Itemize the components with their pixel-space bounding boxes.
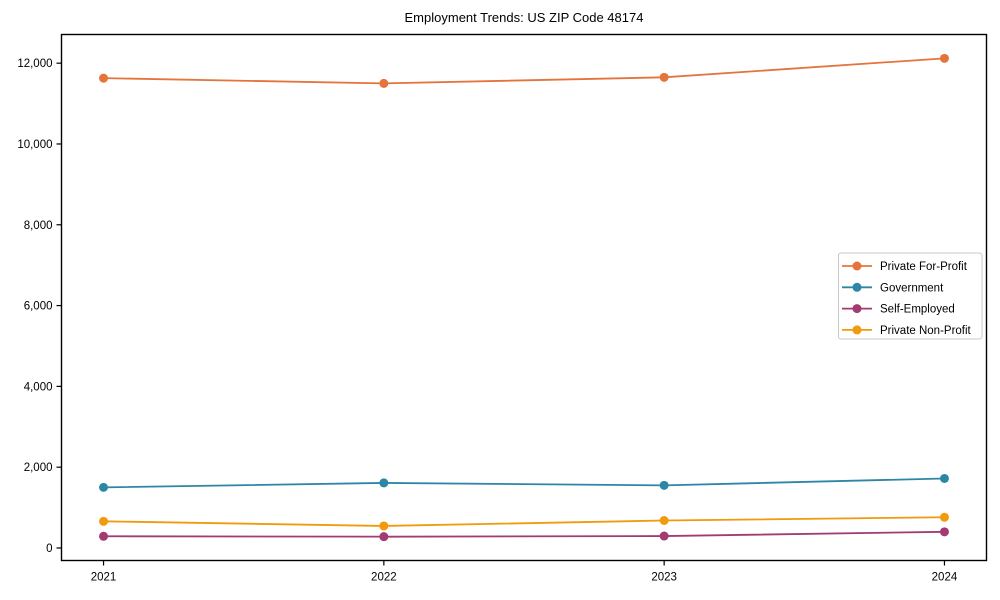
- legend-marker-self-employed: [852, 304, 862, 314]
- data-point-private-non-profit-2023: [659, 516, 669, 526]
- series-line-government: [103, 477, 945, 489]
- legend-marker-private-non-profit: [852, 325, 862, 335]
- data-point-private-non-profit-2021: [99, 516, 109, 526]
- series-line-self-employed: [103, 530, 945, 538]
- x-tick-label: 2022: [371, 572, 397, 584]
- legend-label-private-non-profit: Private Non-Profit: [880, 325, 972, 337]
- data-point-government-2022: [379, 478, 389, 488]
- plot-frame: [60, 33, 988, 562]
- y-tick-label: 8,000: [24, 220, 53, 232]
- series-line-private-non-profit: [103, 516, 945, 527]
- y-tick-label: 6,000: [24, 301, 53, 313]
- data-point-government-2023: [659, 480, 669, 490]
- y-tick-label: 2,000: [24, 462, 53, 474]
- legend-marker-private-for-profit: [852, 261, 862, 271]
- series-line-private-for-profit: [103, 57, 945, 85]
- x-tick-label: 2024: [932, 572, 958, 584]
- data-point-private-for-profit-2021: [99, 73, 109, 83]
- data-point-private-non-profit-2024: [939, 512, 949, 522]
- x-tick-label: 2023: [651, 572, 677, 584]
- y-tick-label: 4,000: [24, 381, 53, 393]
- data-point-private-for-profit-2022: [379, 78, 389, 88]
- data-point-self-employed-2021: [99, 531, 109, 541]
- legend-label-private-for-profit: Private For-Profit: [880, 261, 968, 273]
- y-tick-label: 12,000: [17, 58, 52, 70]
- y-tick-label: 10,000: [17, 139, 52, 151]
- data-point-self-employed-2024: [939, 527, 949, 537]
- y-tick-label: 0: [46, 543, 52, 555]
- legend-marker-government: [852, 282, 862, 292]
- chart-title: Employment Trends: US ZIP Code 48174: [405, 10, 644, 25]
- legend-box: [838, 252, 983, 340]
- data-point-self-employed-2022: [379, 532, 389, 542]
- legend-label-government: Government: [880, 282, 944, 294]
- data-point-private-for-profit-2023: [659, 72, 669, 82]
- data-point-private-for-profit-2024: [939, 53, 949, 63]
- data-point-government-2024: [939, 473, 949, 483]
- x-tick-label: 2021: [91, 572, 117, 584]
- data-point-private-non-profit-2022: [379, 521, 389, 531]
- plot-area: 0 2,000 4,000 6,000 8,000 10,000 12,000 2021 202…: [17, 33, 988, 584]
- data-point-government-2021: [99, 482, 109, 492]
- data-point-self-employed-2023: [659, 531, 669, 541]
- legend-label-self-employed: Self-Employed: [880, 304, 955, 316]
